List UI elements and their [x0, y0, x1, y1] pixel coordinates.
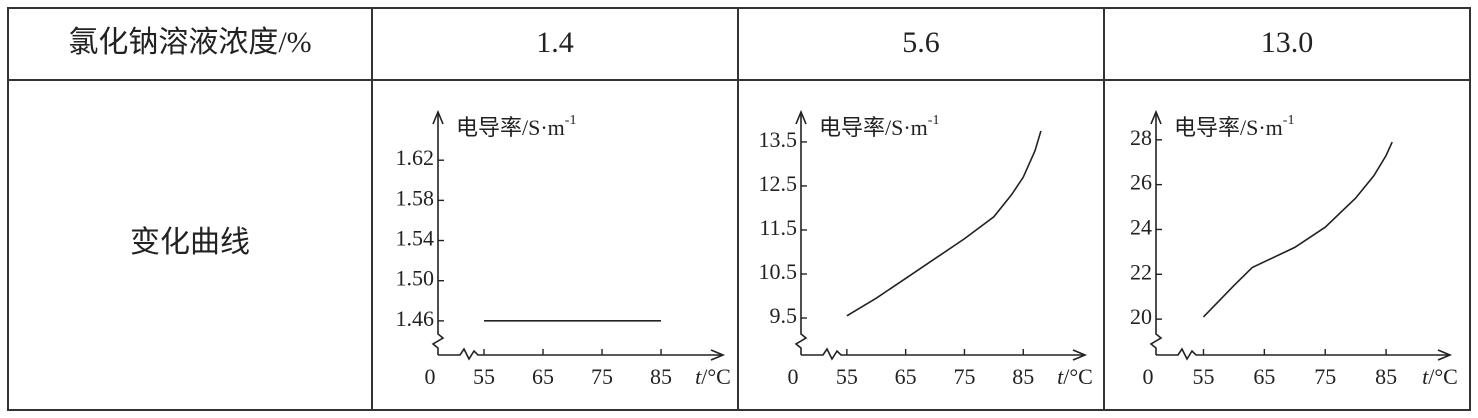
y-axis-label-sup: -1 — [565, 113, 577, 128]
x-axis-label-var: t — [1057, 364, 1064, 389]
origin-label: 0 — [788, 364, 799, 389]
y-axis-label-sup: -1 — [928, 113, 940, 128]
y-arrow — [1150, 109, 1162, 125]
y-tick-label: 9.5 — [770, 303, 798, 328]
y-tick-label: 22 — [1130, 259, 1152, 284]
y-axis-label: 电导率/S·m-1 — [456, 113, 576, 140]
y-axis — [794, 112, 808, 355]
x-tick-label: 55 — [473, 364, 495, 389]
y-tick-label: 10.5 — [759, 259, 798, 284]
y-arrow — [432, 109, 444, 125]
origin-label: 0 — [425, 364, 436, 389]
x-axis — [1156, 347, 1450, 361]
x-tick-label: 85 — [650, 364, 672, 389]
x-tick-label: 55 — [1192, 364, 1214, 389]
x-arrow — [1072, 349, 1088, 361]
x-axis-label-unit: /°C — [1063, 364, 1093, 389]
y-arrow — [795, 109, 807, 125]
x-tick-label: 85 — [1375, 364, 1397, 389]
curve — [1202, 141, 1393, 318]
y-tick-label: 12.5 — [759, 171, 798, 196]
header-cell: 1.4 — [536, 26, 574, 59]
y-tick-label: 1.50 — [396, 266, 435, 291]
x-axis-label-var: t — [695, 364, 702, 389]
x-arrow — [1437, 349, 1453, 361]
y-tick-label: 28 — [1130, 125, 1152, 150]
y-tick-label: 11.5 — [759, 215, 797, 240]
curve — [846, 130, 1042, 317]
y-axis-label-text: 电导率/S·m — [456, 115, 565, 140]
x-axis-label: t/°C — [1422, 364, 1458, 389]
x-axis-label: t/°C — [695, 364, 731, 389]
y-tick-label: 20 — [1130, 304, 1152, 329]
y-tick-label: 1.46 — [396, 306, 435, 331]
y-tick-label: 24 — [1130, 215, 1152, 240]
y-axis-label-text: 电导率/S·m — [1174, 115, 1283, 140]
y-axis-label-text: 电导率/S·m — [819, 115, 928, 140]
header-cell: 5.6 — [902, 26, 940, 59]
x-axis — [438, 347, 723, 361]
x-tick-label: 75 — [1314, 364, 1336, 389]
x-axis-label-var: t — [1422, 364, 1429, 389]
x-axis-label-unit: /°C — [701, 364, 731, 389]
y-axis-label: 电导率/S·m-1 — [1174, 113, 1294, 140]
y-axis — [431, 112, 445, 355]
header-cell: 13.0 — [1261, 26, 1314, 59]
x-tick-label: 65 — [895, 364, 917, 389]
row-label: 变化曲线 — [130, 226, 250, 259]
y-axis-label: 电导率/S·m-1 — [819, 113, 939, 140]
y-axis-label-sup: -1 — [1283, 113, 1295, 128]
y-tick-label: 13.5 — [759, 127, 798, 152]
x-axis-label: t/°C — [1057, 364, 1093, 389]
x-tick-label: 55 — [836, 364, 858, 389]
origin-label: 0 — [1143, 364, 1154, 389]
y-axis — [1149, 112, 1163, 355]
x-tick-label: 75 — [953, 364, 975, 389]
x-axis — [801, 347, 1085, 361]
x-tick-label: 85 — [1012, 364, 1034, 389]
y-tick-label: 1.54 — [396, 226, 435, 251]
y-tick-label: 1.62 — [396, 145, 435, 170]
x-arrow — [710, 349, 726, 361]
x-tick-label: 65 — [532, 364, 554, 389]
y-tick-label: 26 — [1130, 170, 1152, 195]
y-tick-label: 1.58 — [396, 185, 435, 210]
x-tick-label: 75 — [591, 364, 613, 389]
x-axis-label-unit: /°C — [1428, 364, 1458, 389]
x-tick-label: 65 — [1253, 364, 1275, 389]
header-cell: 氯化钠溶液浓度/% — [68, 26, 311, 59]
